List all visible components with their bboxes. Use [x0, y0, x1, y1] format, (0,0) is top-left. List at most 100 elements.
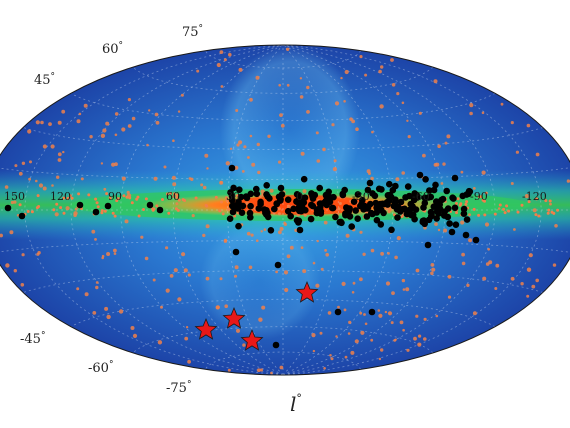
orange-source: [362, 252, 366, 256]
orange-source: [152, 207, 156, 211]
orange-source: [359, 277, 363, 282]
black-source: [430, 186, 438, 194]
orange-source: [124, 219, 129, 224]
orange-source: [172, 182, 177, 187]
latitude-labels: 75° 60° 45° -45° -60° -75°: [20, 24, 203, 396]
orange-source: [105, 121, 110, 126]
lon-label: 60: [166, 190, 180, 203]
black-source: [295, 217, 303, 225]
orange-source: [261, 305, 266, 310]
orange-source: [243, 145, 247, 149]
orange-source: [56, 175, 60, 179]
orange-source: [113, 252, 117, 255]
orange-source: [38, 183, 44, 188]
orange-source: [227, 207, 231, 211]
black-source: [228, 202, 236, 210]
orange-source: [395, 177, 400, 182]
orange-source: [302, 269, 307, 274]
orange-source: [413, 336, 417, 341]
graticule-line: [70, 298, 496, 328]
black-source: [293, 191, 301, 198]
orange-source: [332, 167, 337, 172]
orange-source: [526, 294, 530, 298]
orange-source: [94, 238, 97, 241]
orange-source: [337, 207, 341, 211]
black-source: [309, 195, 317, 202]
red-star: [240, 328, 264, 351]
orange-source: [76, 119, 81, 124]
orange-source: [113, 248, 117, 253]
orange-source: [196, 69, 200, 73]
orange-source: [146, 143, 149, 147]
orange-source: [74, 207, 78, 211]
orange-source: [415, 268, 420, 273]
orange-source: [535, 197, 539, 201]
lon-label: -90: [470, 190, 488, 203]
orange-source: [35, 120, 40, 125]
orange-source: [394, 255, 398, 260]
orange-source: [9, 230, 14, 235]
orange-source: [503, 211, 507, 215]
orange-source: [10, 200, 14, 205]
black-source: [366, 179, 374, 187]
orange-source: [250, 233, 254, 237]
orange-source: [566, 179, 570, 183]
orange-source: [458, 203, 462, 207]
orange-source: [220, 200, 223, 204]
orange-source: [370, 338, 374, 342]
orange-source: [18, 171, 23, 176]
orange-source: [202, 233, 206, 238]
orange-source: [364, 73, 368, 77]
black-source: [336, 218, 344, 226]
black-source: [409, 203, 416, 210]
orange-source: [52, 208, 56, 212]
orange-source: [331, 123, 335, 127]
orange-source: [359, 230, 363, 234]
orange-source: [5, 263, 10, 268]
orange-source: [275, 270, 278, 274]
black-source: [238, 209, 246, 216]
bubble-south: [200, 220, 320, 340]
orange-source: [444, 141, 448, 145]
orange-source: [406, 348, 410, 352]
orange-source: [552, 263, 557, 267]
orange-source: [219, 277, 223, 281]
orange-source: [324, 249, 327, 252]
orange-source: [95, 201, 99, 205]
black-source: [307, 215, 315, 223]
orange-source: [472, 207, 476, 211]
lon-label: 90: [108, 190, 122, 203]
black-source: [386, 191, 394, 199]
orange-source: [477, 213, 481, 217]
orange-source: [455, 211, 458, 215]
orange-source: [165, 246, 169, 250]
orange-source: [126, 190, 130, 194]
black-source: [452, 221, 460, 228]
orange-source: [531, 284, 536, 289]
orange-source: [447, 274, 452, 279]
black-source: [433, 215, 441, 222]
orange-source: [360, 330, 365, 335]
orange-source: [94, 197, 98, 201]
orange-source: [108, 196, 112, 200]
orange-source: [175, 202, 179, 206]
orange-source: [377, 309, 381, 312]
orange-source: [13, 200, 17, 204]
orange-source: [91, 229, 96, 234]
orange-source: [57, 120, 62, 125]
orange-source: [277, 207, 281, 211]
orange-source: [177, 198, 181, 202]
black-source: [228, 196, 236, 204]
orange-source: [544, 199, 548, 203]
orange-source: [21, 161, 26, 165]
black-source: [350, 198, 358, 205]
orange-source: [433, 79, 438, 84]
orange-source: [62, 211, 66, 215]
orange-source: [466, 283, 470, 287]
orange-source: [520, 203, 524, 207]
orange-source: [28, 177, 31, 181]
orange-source: [481, 170, 486, 175]
orange-source: [497, 207, 501, 210]
orange-source: [325, 253, 330, 257]
orange-source: [387, 210, 391, 214]
